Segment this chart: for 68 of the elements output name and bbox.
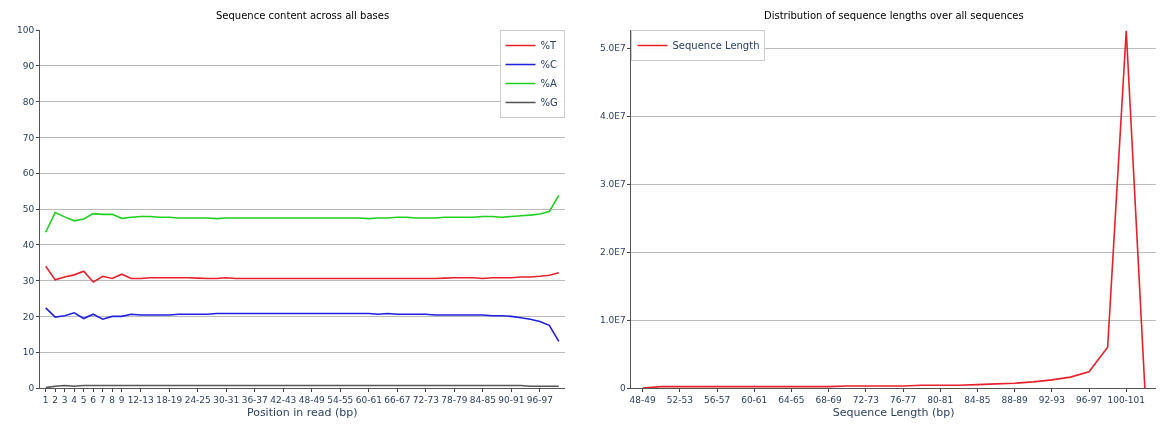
x-tick-label: 1	[42, 394, 49, 405]
y-tick-label: 50	[22, 204, 35, 215]
x-tick-label: 80-81	[927, 394, 954, 405]
legend-label: %G	[540, 97, 558, 109]
x-tick-label: 48-49	[298, 394, 326, 405]
x-tick-label: 84-85	[469, 394, 496, 405]
x-tick-label: 78-79	[441, 394, 468, 405]
x-tick-label: 30-31	[213, 394, 240, 405]
x-tick-label: 76-77	[889, 394, 917, 405]
x-tick-label: 96-97	[1075, 394, 1103, 405]
y-tick-label: 4.0E7	[599, 111, 626, 122]
x-tick-label: 68-69	[815, 394, 842, 405]
x-tick-label: 18-19	[156, 394, 183, 405]
y-tick-label: 60	[22, 168, 35, 179]
x-tick-label: 54-55	[327, 394, 354, 405]
y-tick-label: 0	[28, 383, 35, 394]
x-axis-title: Sequence Length (bp)	[832, 406, 955, 419]
x-tick-label: 24-25	[184, 394, 211, 405]
y-tick-label: 100	[17, 25, 35, 36]
x-tick-label: 90-91	[498, 394, 525, 405]
x-tick-label: 88-89	[1001, 394, 1028, 405]
y-tick-label: 10	[22, 347, 35, 358]
legend-label: %C	[540, 59, 558, 71]
x-tick-label: 4	[71, 394, 78, 405]
x-tick-label: 42-43	[270, 394, 297, 405]
y-tick-label: 2.0E7	[599, 247, 626, 258]
x-tick-label: 92-93	[1038, 394, 1065, 405]
x-tick-label: 5	[80, 394, 87, 405]
x-tick-label: 36-37	[241, 394, 268, 405]
x-tick-label: 72-73	[852, 394, 879, 405]
x-tick-label: 84-85	[964, 394, 991, 405]
y-tick-label: 70	[22, 132, 35, 143]
y-tick-label: 40	[22, 239, 35, 250]
y-tick-label: 90	[22, 60, 35, 71]
x-tick-label: 56-57	[703, 394, 731, 405]
y-tick-label: 3.0E7	[599, 179, 626, 190]
x-axis-title: Position in read (bp)	[246, 406, 358, 419]
chart-title: Distribution of sequence lengths over all sequences	[764, 10, 1024, 21]
x-tick-label: 96-97	[526, 394, 553, 405]
y-tick-label: 80	[22, 96, 35, 107]
y-tick-label: 1.0E7	[599, 315, 626, 326]
text: Sequence Length	[672, 40, 760, 52]
y-tick-label: 0	[619, 383, 626, 394]
x-tick-label: 48-49	[629, 394, 656, 405]
chart-title: Sequence content across all bases	[216, 10, 390, 21]
line-series	[44, 194, 560, 234]
x-tick-label: 6	[90, 394, 97, 405]
line-series	[44, 265, 560, 283]
legend-label: %T	[540, 40, 558, 52]
legend-label: %A	[540, 78, 558, 90]
x-tick-label: 12-13	[127, 394, 154, 405]
x-tick-label: 72-73	[412, 394, 439, 405]
y-tick-label: 5.0E7	[599, 43, 626, 54]
line-series	[44, 307, 560, 343]
x-tick-label: 66-67	[384, 394, 411, 405]
x-tick-label: 9	[118, 394, 125, 405]
line-series	[641, 30, 1146, 388]
x-tick-label: 2	[52, 394, 59, 405]
x-tick-label: 64-65	[778, 394, 805, 405]
x-tick-label: 7	[99, 394, 106, 405]
x-tick-label: 52-53	[666, 394, 693, 405]
x-tick-label: 100-101	[1107, 394, 1146, 405]
y-tick-label: 20	[22, 311, 35, 322]
x-tick-label: 60-61	[741, 394, 768, 405]
x-tick-label: 60-61	[355, 394, 382, 405]
x-tick-label: 3	[61, 394, 68, 405]
x-tick-label: 8	[109, 394, 116, 405]
y-tick-label: 30	[22, 275, 35, 286]
